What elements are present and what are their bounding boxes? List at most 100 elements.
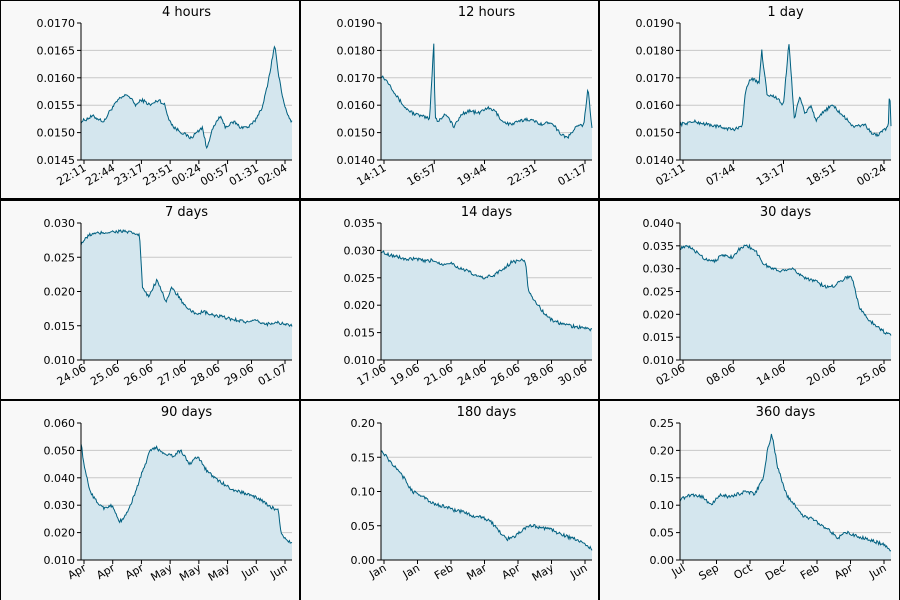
series-area xyxy=(381,43,592,160)
y-tick-label: 0.20 xyxy=(650,444,675,457)
chart-svg: 30 days 0.010 0.015 0.020 0.025 0.030 0.035 0.0… xyxy=(643,205,892,388)
x-tick-label: 26.06 xyxy=(122,361,156,388)
chart-panel: 14 days 0.010 0.015 0.020 0.025 0.030 0.035 17.… xyxy=(301,201,598,399)
y-tick-label: 0.0150 xyxy=(37,127,76,140)
chart-panel: 90 days 0.010 0.020 0.030 0.040 0.050 0.060 Apr… xyxy=(1,401,299,600)
chart-panel: 180 days 0.00 0.05 0.10 0.15 0.20 Jan Jan Feb Mar… xyxy=(301,401,598,600)
y-tick-label: 0.05 xyxy=(650,527,675,540)
y-tick-label: 0.040 xyxy=(643,217,675,230)
chart-title: 360 days xyxy=(756,405,816,420)
y-tick-label: 0.0190 xyxy=(337,17,376,30)
chart-panel: 360 days 0.00 0.05 0.10 0.15 0.20 0.25 Jul Sep Oc… xyxy=(600,401,899,600)
x-tick-label: May xyxy=(206,561,233,584)
x-tick-label: 00:24 xyxy=(169,161,203,188)
y-tick-label: 0.020 xyxy=(643,308,675,321)
x-tick-label: 02:04 xyxy=(256,161,290,188)
y-tick-label: 0.035 xyxy=(643,240,675,253)
y-tick-label: 0.060 xyxy=(44,417,76,430)
y-tick-label: 0.020 xyxy=(344,299,376,312)
series-area xyxy=(81,230,292,360)
x-tick-label: Jun xyxy=(267,561,289,581)
y-tick-label: 0.0160 xyxy=(636,99,675,112)
y-tick-label: 0.0170 xyxy=(337,72,376,85)
chart-svg: 360 days 0.00 0.05 0.10 0.15 0.20 0.25 Jul Sep Oc… xyxy=(650,405,892,583)
x-tick-label: 28.06 xyxy=(522,361,556,388)
y-tick-label: 0.025 xyxy=(344,272,376,285)
x-tick-label: 19:44 xyxy=(455,161,489,188)
y-tick-label: 0.0170 xyxy=(37,17,76,30)
x-tick-label: 21.06 xyxy=(422,361,456,388)
y-tick-label: 0.0160 xyxy=(37,72,76,85)
y-tick-label: 0.025 xyxy=(643,286,675,299)
y-tick-label: 0.040 xyxy=(44,472,76,485)
x-tick-label: Oct xyxy=(732,561,756,582)
chart-panel: 4 hours 0.0145 0.0150 0.0155 0.0160 0.0165 0.0… xyxy=(1,1,299,198)
series-line xyxy=(679,243,892,336)
x-tick-label: 16:57 xyxy=(405,161,439,188)
x-tick-label: 13:17 xyxy=(754,161,788,188)
y-tick-label: 0.020 xyxy=(44,286,76,299)
x-tick-label: 26.06 xyxy=(489,361,523,388)
x-tick-label: 00:24 xyxy=(855,161,889,188)
series-line xyxy=(80,229,293,328)
y-tick-label: 0.15 xyxy=(351,451,376,464)
y-tick-label: 0.035 xyxy=(344,217,376,230)
y-tick-label: 0.010 xyxy=(44,354,76,367)
x-tick-label: Jun xyxy=(239,561,261,581)
series-area xyxy=(680,245,891,360)
chart-panel: 30 days 0.010 0.015 0.020 0.025 0.030 0.035 0.0… xyxy=(600,201,899,399)
x-tick-label: 29.06 xyxy=(222,361,256,388)
x-tick-label: 00:57 xyxy=(198,161,232,188)
y-tick-label: 0.0150 xyxy=(337,127,376,140)
x-tick-label: Apr xyxy=(94,561,117,582)
y-tick-label: 0.030 xyxy=(344,244,376,257)
x-tick-label: 01.07 xyxy=(256,361,290,388)
y-tick-label: 0.010 xyxy=(44,554,76,567)
chart-svg: 1 day 0.0140 0.0150 0.0160 0.0170 0.0180 0.019… xyxy=(636,5,892,188)
x-tick-label: 01:17 xyxy=(556,161,590,188)
y-tick-label: 0.0180 xyxy=(636,44,675,57)
x-tick-label: 20.06 xyxy=(804,361,838,388)
series-line xyxy=(80,45,293,150)
series-line xyxy=(380,250,593,332)
chart-title: 90 days xyxy=(161,405,213,420)
chart-title: 4 hours xyxy=(162,5,211,20)
x-tick-label: Jun xyxy=(567,561,589,581)
series-area xyxy=(381,451,592,560)
x-tick-label: 24.06 xyxy=(455,361,489,388)
y-tick-label: 0.20 xyxy=(351,417,376,430)
y-tick-label: 0.0150 xyxy=(636,127,675,140)
series-line xyxy=(80,443,293,544)
y-tick-label: 0.0165 xyxy=(37,44,76,57)
y-tick-label: 0.0160 xyxy=(337,99,376,112)
x-tick-label: 18:51 xyxy=(804,161,838,188)
x-tick-label: 30.06 xyxy=(556,361,590,388)
x-tick-label: Jan xyxy=(400,561,422,581)
x-tick-label: 22:44 xyxy=(83,161,117,188)
chart-svg: 90 days 0.010 0.020 0.030 0.040 0.050 0.060 Apr… xyxy=(44,405,293,584)
chart-panel: 1 day 0.0140 0.0150 0.0160 0.0170 0.0180 0.019… xyxy=(600,1,899,198)
x-tick-label: 19.06 xyxy=(388,361,422,388)
y-tick-label: 0.0155 xyxy=(37,99,76,112)
x-tick-label: 07:44 xyxy=(704,161,738,188)
x-tick-label: Apr xyxy=(500,561,523,582)
x-tick-label: Sep xyxy=(697,561,721,583)
y-tick-label: 0.05 xyxy=(351,520,376,533)
x-tick-label: May xyxy=(177,561,204,584)
chart-title: 12 hours xyxy=(458,5,515,20)
x-tick-label: Mar xyxy=(465,561,490,583)
y-tick-label: 0.00 xyxy=(650,554,675,567)
x-tick-label: 08.06 xyxy=(704,361,738,388)
x-tick-label: Jun xyxy=(866,561,888,581)
y-tick-label: 0.020 xyxy=(44,527,76,540)
x-tick-label: Apr xyxy=(123,561,146,582)
series-area xyxy=(81,46,292,160)
y-tick-label: 0.25 xyxy=(650,417,675,430)
chart-title: 7 days xyxy=(165,205,208,220)
y-tick-label: 0.050 xyxy=(44,444,76,457)
chart-svg: 12 hours 0.0140 0.0150 0.0160 0.0170 0.0180 0.… xyxy=(337,5,593,188)
y-tick-label: 0.010 xyxy=(344,354,376,367)
y-tick-label: 0.015 xyxy=(643,331,675,344)
x-tick-label: Feb xyxy=(432,561,455,582)
